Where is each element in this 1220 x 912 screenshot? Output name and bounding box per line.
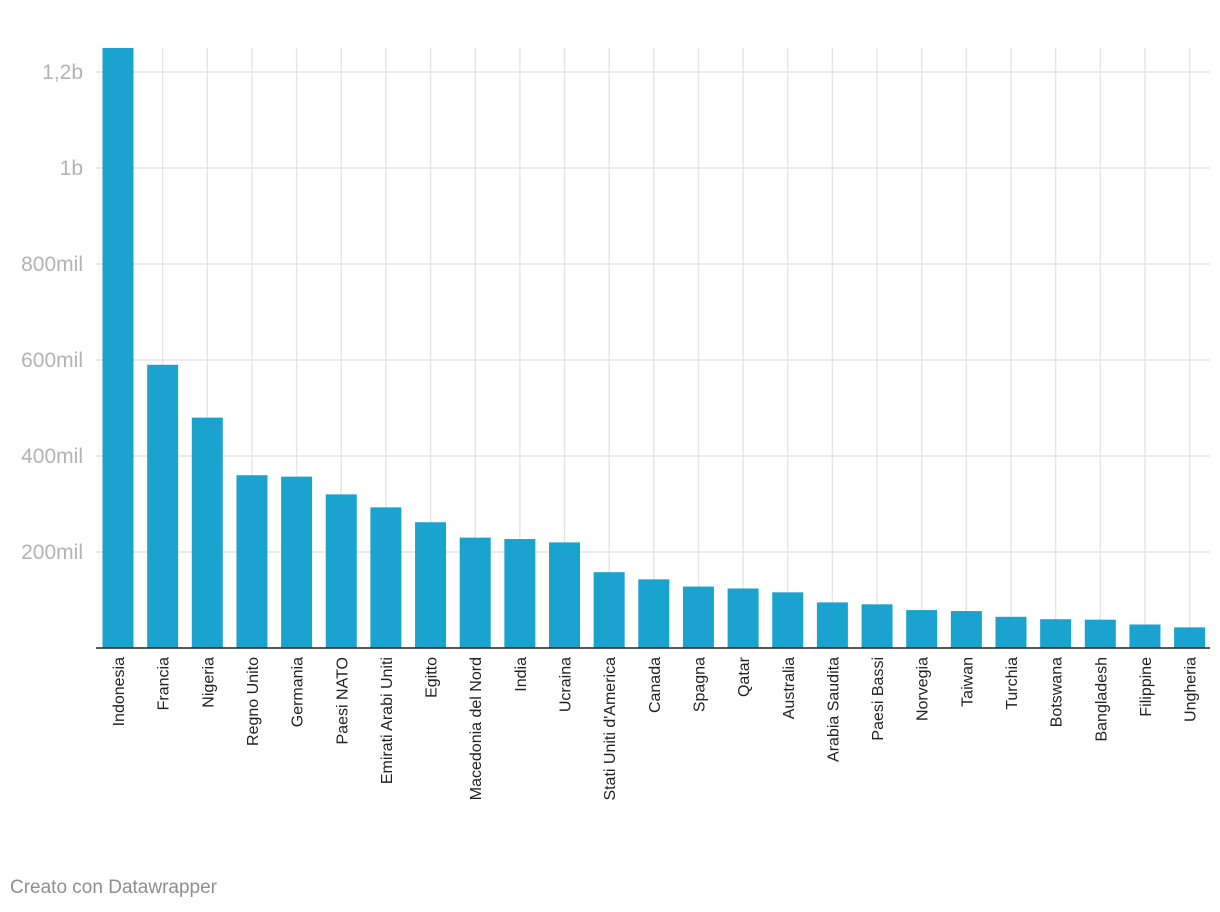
x-category-label: Regno Unito [245,657,262,746]
x-category-label: Filippine [1138,657,1155,717]
bar [1040,619,1072,648]
x-category-label: Stati Uniti d'America [602,657,619,801]
bar [147,364,179,648]
bar [1174,627,1206,648]
y-tick-label: 1b [60,157,83,180]
bar [1084,619,1116,648]
y-axis-tick-labels: 200mil 400mil 600mil 800mil 1b 1,2b [21,61,83,564]
x-category-label: Paesi Bassi [870,657,887,741]
footer-credit: Creato con Datawrapper [10,877,217,898]
x-category-label: Indonesia [111,657,128,726]
x-category-label: Macedonia del Nord [468,657,485,800]
bar [995,616,1027,648]
x-category-label: Norvegia [915,657,932,721]
x-category-label: Egitto [424,657,441,698]
x-axis-category-labels: Indonesia Francia Nigeria Regno Unito German… [111,656,1200,800]
x-category-label: Francia [156,657,173,710]
x-category-label: Botswana [1049,657,1066,727]
bar [1129,624,1161,648]
y-tick-label: 600mil [21,349,83,372]
y-tick-label: 800mil [21,253,83,276]
bar [549,542,580,648]
bar [950,611,982,648]
y-tick-label: 200mil [21,541,83,564]
bar [504,539,536,648]
bar [861,604,893,648]
bar [816,602,848,648]
bar [459,537,491,648]
bar [415,522,447,648]
x-category-label: Canada [647,657,664,713]
bar [236,475,268,648]
bar [102,48,134,648]
x-category-label: Bangladesh [1093,657,1110,742]
bar [772,592,804,648]
x-category-label: Qatar [736,656,753,697]
bars [102,48,1206,648]
horizontal-gridlines [96,71,1210,553]
x-category-label: Ungheria [1183,657,1200,722]
x-category-label: Turchia [1004,657,1021,710]
x-category-label: Taiwan [959,657,976,707]
bar [370,507,402,648]
bar [638,579,670,648]
x-category-label: Australia [781,657,798,719]
x-category-label: Germania [290,657,307,727]
bar [325,494,357,648]
x-category-label: Ucraina [558,657,575,712]
bar [281,476,313,648]
bar [682,586,714,648]
bar [906,610,938,648]
x-category-label: Emirati Arabi Uniti [379,657,396,784]
x-category-label: Nigeria [200,657,217,708]
vertical-gridlines [117,48,1191,648]
x-category-label: Arabia Saudita [825,657,842,762]
bar [191,417,223,648]
bar [593,572,625,648]
x-category-label: India [513,657,530,692]
y-tick-label: 1,2b [42,61,83,84]
x-category-label: Paesi NATO [334,657,351,744]
y-tick-label: 400mil [21,445,83,468]
x-category-label: Spagna [691,657,708,712]
bar [727,588,759,648]
